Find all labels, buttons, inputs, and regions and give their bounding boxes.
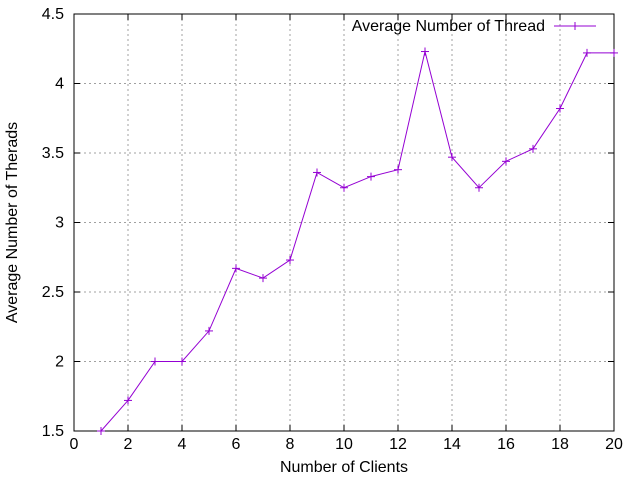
data-point [151,357,159,366]
y-tick-label: 3.5 [42,145,64,162]
y-tick-label: 1.5 [42,423,64,440]
data-point [394,165,402,174]
data-point [205,326,213,335]
x-tick-label: 0 [70,436,79,453]
data-point [124,396,132,405]
grid [74,14,614,431]
x-axis-label: Number of Clients [280,459,408,476]
data-point [259,274,267,283]
data-point [286,256,294,265]
data-point [583,48,591,57]
legend: Average Number of Thread [352,18,596,35]
data-point [421,47,429,56]
data-point [556,104,564,113]
y-tick-label: 2 [55,354,64,371]
legend-marker-plus [571,22,579,30]
data-point [178,357,186,366]
data-point [529,144,537,153]
x-tick-label: 20 [605,436,623,453]
x-tick-label: 2 [124,436,133,453]
data-point [502,157,510,166]
x-tick-label: 12 [389,436,407,453]
x-tick-label: 16 [497,436,515,453]
x-tick-label: 8 [286,436,295,453]
data-point [313,168,321,177]
y-axis-label: Average Number of Therads [4,122,21,323]
x-tick-label: 6 [232,436,241,453]
data-point [367,172,375,181]
data-point [610,48,618,57]
legend-label: Average Number of Thread [352,18,545,35]
y-tick-label: 3 [55,215,64,232]
data-point [340,183,348,192]
x-tick-label: 10 [335,436,353,453]
series-layer [97,47,618,435]
x-tick-label: 18 [551,436,569,453]
axis-ticks: 0 2 4 6 8 10 12 14 16 18 20 1.5 2 2.5 3 3.5 4 4.5 [42,6,623,453]
x-tick-label: 4 [178,436,187,453]
x-tick-label: 14 [443,436,461,453]
y-tick-label: 4 [55,76,64,93]
data-point [97,427,105,435]
series-line [100,51,614,432]
data-point [475,183,483,192]
data-point [448,153,456,162]
y-tick-label: 4.5 [42,6,64,23]
data-point [232,264,240,273]
y-tick-label: 2.5 [42,284,64,301]
legend-marker [571,22,579,30]
